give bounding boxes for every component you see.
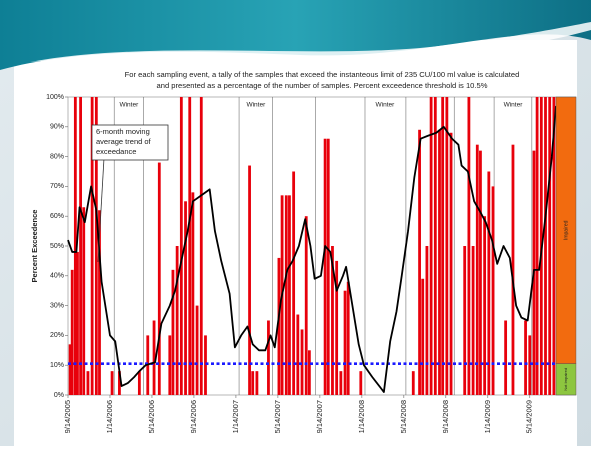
x-tick-label: 1/14/2007: [231, 400, 240, 433]
bar: [528, 335, 531, 395]
winter-label: Winter: [119, 102, 139, 109]
bar: [168, 335, 171, 395]
bar: [524, 321, 527, 396]
y-tick-label: 40%: [50, 273, 64, 280]
bar: [305, 216, 308, 395]
bar: [188, 97, 191, 395]
bar: [301, 329, 304, 395]
x-tick-label: 9/14/2005: [63, 400, 72, 433]
bar: [292, 172, 295, 396]
winter-label: Winter: [376, 102, 396, 109]
bar: [327, 139, 330, 395]
bar: [430, 97, 433, 395]
bar: [347, 282, 350, 395]
bar: [172, 270, 175, 395]
band-label: Impaired: [563, 220, 569, 240]
bar: [445, 97, 448, 395]
bar: [339, 371, 342, 395]
bar: [438, 130, 441, 395]
bar: [196, 306, 199, 395]
y-tick-label: 30%: [50, 302, 64, 309]
bar: [536, 97, 539, 395]
x-tick-label: 1/14/2008: [357, 400, 366, 433]
bar: [324, 139, 327, 395]
y-tick-label: 70%: [50, 183, 64, 190]
x-tick-label: 5/14/2008: [399, 400, 408, 433]
callout-text: exceedance: [96, 147, 136, 156]
bar: [359, 371, 362, 395]
bar: [138, 371, 141, 395]
bar: [251, 371, 254, 395]
y-tick-label: 90%: [50, 124, 64, 131]
bar: [463, 246, 466, 395]
bar: [344, 291, 347, 395]
slide: For each sampling event, a tally of the …: [0, 0, 591, 446]
callout-text: average trend of: [96, 137, 152, 146]
bar: [412, 371, 415, 395]
bar: [487, 172, 490, 396]
bar: [285, 195, 288, 395]
x-tick-label: 1/14/2006: [105, 400, 114, 433]
y-tick-label: 100%: [46, 94, 64, 101]
bar: [544, 97, 547, 395]
chart-title: For each sampling event, a tally of the …: [125, 70, 520, 79]
bar: [158, 163, 161, 395]
bar: [184, 201, 187, 395]
bar: [441, 97, 444, 395]
bar: [476, 145, 479, 395]
page: {"chart_data": { "type": "bar", "title_l…: [0, 0, 591, 446]
bar: [467, 97, 470, 395]
y-tick-label: 10%: [50, 362, 64, 369]
x-tick-label: 9/14/2006: [189, 400, 198, 433]
x-tick-label: 5/14/2006: [147, 400, 156, 433]
bar: [176, 246, 179, 395]
bar: [79, 97, 82, 395]
winter-label: Winter: [504, 102, 524, 109]
y-tick-label: 80%: [50, 153, 64, 160]
winter-label: Winter: [246, 102, 266, 109]
bar: [426, 246, 429, 395]
bar: [418, 130, 421, 395]
y-tick-label: 50%: [50, 243, 64, 250]
bar: [308, 350, 311, 395]
bar: [111, 371, 114, 395]
bar: [450, 133, 453, 395]
x-tick-label: 9/14/2007: [315, 400, 324, 433]
band-label: Not Impaired: [563, 368, 568, 391]
y-tick-label: 0%: [54, 392, 64, 399]
bar: [421, 279, 424, 395]
x-tick-label: 5/14/2007: [273, 400, 282, 433]
bar: [434, 97, 437, 395]
y-tick-label: 60%: [50, 213, 64, 220]
bar: [288, 195, 291, 395]
bar: [472, 246, 475, 395]
bar: [87, 371, 90, 395]
bar: [267, 321, 270, 396]
bar: [504, 321, 507, 396]
callout-text: 6-month moving: [96, 127, 150, 136]
bar: [248, 166, 251, 395]
bar: [82, 207, 85, 395]
x-tick-label: 5/14/2009: [525, 400, 534, 433]
chart-title: and presented as a percentage of the num…: [157, 81, 488, 90]
bar: [76, 252, 79, 395]
bar: [180, 97, 183, 395]
bar: [204, 335, 207, 395]
bar: [548, 97, 551, 395]
bar: [71, 270, 74, 395]
x-tick-label: 9/14/2008: [441, 400, 450, 433]
bar: [256, 371, 259, 395]
bar: [200, 97, 203, 395]
y-axis-label: Percent Exceedence: [30, 210, 39, 283]
chart: For each sampling event, a tally of the …: [30, 70, 576, 433]
y-tick-label: 20%: [50, 332, 64, 339]
x-tick-label: 1/14/2009: [483, 400, 492, 433]
bar: [296, 315, 299, 395]
bar: [483, 216, 486, 395]
bar: [479, 151, 482, 395]
